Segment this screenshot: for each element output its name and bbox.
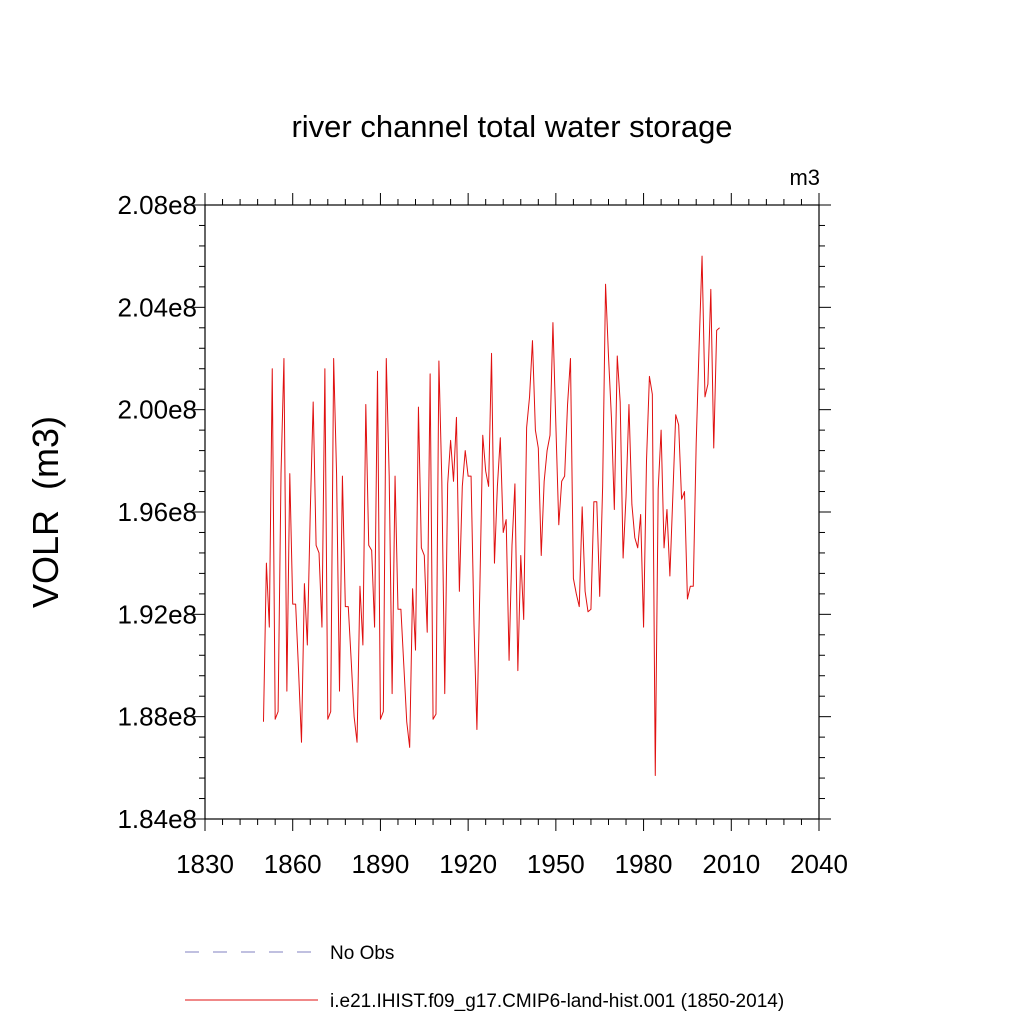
x-tick-label: 1980 <box>615 849 673 879</box>
units-label: m3 <box>789 165 820 190</box>
legend-label-1: i.e21.IHIST.f09_g17.CMIP6-land-hist.001 … <box>330 991 784 1012</box>
x-tick-label: 1950 <box>527 849 585 879</box>
chart-title: river channel total water storage <box>291 109 732 144</box>
x-tick-label: 1890 <box>352 849 410 879</box>
legend-label-0: No Obs <box>330 943 394 964</box>
y-tick-label: 1.96e8 <box>117 497 197 527</box>
series-layer <box>262 255 720 777</box>
legend: No Obs i.e21.IHIST.f09_g17.CMIP6-land-his… <box>185 943 784 1012</box>
y-tick-label: 2.00e8 <box>117 395 197 425</box>
x-axis: 1830 1860 1890 1920 1950 1980 2010 2040 <box>176 193 848 879</box>
y-tick-label: 2.04e8 <box>117 292 197 322</box>
y-tick-label: 1.88e8 <box>117 702 197 732</box>
plot-frame <box>204 204 820 820</box>
x-tick-label: 1830 <box>176 849 234 879</box>
y-tick-label: 1.92e8 <box>117 599 197 629</box>
y-axis: 1.84e8 1.88e8 1.92e8 1.96e8 2.00e8 2.04e8 2.08… <box>117 190 831 834</box>
x-tick-label: 2040 <box>790 849 848 879</box>
y-tick-label: 2.08e8 <box>117 190 197 220</box>
y-tick-label: 1.84e8 <box>117 804 197 834</box>
series-line-1 <box>262 255 720 777</box>
x-tick-label: 1860 <box>264 849 322 879</box>
x-tick-label: 2010 <box>702 849 760 879</box>
y-axis-label: VOLR (m3) <box>25 416 66 608</box>
x-tick-label: 1920 <box>439 849 497 879</box>
